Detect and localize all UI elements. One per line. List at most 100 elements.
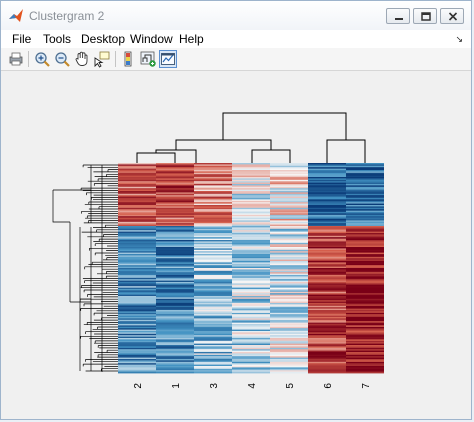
heatmap-cell bbox=[232, 356, 270, 358]
pan-button[interactable] bbox=[73, 50, 91, 68]
heatmap-cell bbox=[194, 192, 232, 195]
heatmap-cell bbox=[346, 189, 384, 192]
heatmap-cell bbox=[308, 168, 346, 171]
insert-dendrogram-icon bbox=[140, 51, 156, 67]
heatmap-cell bbox=[270, 356, 308, 358]
heatmap-cell bbox=[270, 202, 308, 204]
heatmap-cell bbox=[118, 184, 156, 186]
heatmap-cell bbox=[232, 244, 270, 246]
heatmap-cell bbox=[232, 335, 270, 337]
heatmap-cell bbox=[270, 305, 308, 308]
heatmap-cell bbox=[194, 188, 232, 190]
heatmap-cell bbox=[194, 200, 232, 203]
zoom-in-button[interactable] bbox=[33, 50, 51, 68]
heatmap-cell bbox=[270, 367, 308, 370]
dock-arrow-icon[interactable]: ↘ bbox=[455, 34, 463, 44]
heatmap-cell bbox=[232, 332, 270, 335]
heatmap-cell bbox=[194, 280, 232, 283]
heatmap-cell bbox=[308, 277, 346, 280]
menu-file[interactable]: File bbox=[12, 32, 32, 46]
colorbar-button[interactable] bbox=[119, 50, 137, 68]
maximize-button[interactable] bbox=[413, 8, 437, 24]
heatmap-cell bbox=[232, 238, 270, 241]
heatmap-cell bbox=[308, 333, 346, 336]
heatmap-cell bbox=[194, 339, 232, 342]
heatmap-cell bbox=[118, 303, 156, 305]
plot-tools-button[interactable] bbox=[159, 50, 177, 68]
heatmap-cell bbox=[156, 332, 194, 335]
heatmap-cell bbox=[194, 265, 232, 267]
close-button[interactable] bbox=[440, 8, 464, 24]
heatmap-cell bbox=[346, 353, 384, 356]
heatmap-cell bbox=[308, 276, 346, 279]
heatmap-cell bbox=[270, 165, 308, 168]
heatmap-cell bbox=[232, 189, 270, 192]
heatmap-cell bbox=[232, 233, 270, 235]
heatmap-cell bbox=[194, 191, 232, 193]
heatmap-cell bbox=[118, 352, 156, 354]
heatmap-cell bbox=[118, 283, 156, 286]
heatmap-cell bbox=[232, 235, 270, 238]
heatmap-cell bbox=[346, 198, 384, 200]
heatmap-cell bbox=[118, 366, 156, 368]
heatmap-cell bbox=[232, 249, 270, 252]
heatmap-cell bbox=[346, 227, 384, 230]
heatmap-cell bbox=[232, 305, 270, 308]
heatmap-cell bbox=[156, 269, 194, 272]
heatmap-cell bbox=[232, 269, 270, 272]
heatmap-cell bbox=[156, 291, 194, 294]
title-bar[interactable]: Clustergram 2 bbox=[1, 1, 471, 31]
heatmap-cell bbox=[118, 191, 156, 193]
heatmap-cell bbox=[194, 325, 232, 328]
heatmap-cell bbox=[194, 164, 232, 167]
heatmap-cell bbox=[308, 273, 346, 276]
heatmap-cell bbox=[118, 234, 156, 237]
heatmap-cell bbox=[346, 317, 384, 319]
heatmap-cell bbox=[232, 240, 270, 242]
heatmap-cell bbox=[346, 314, 384, 316]
heatmap-cell bbox=[156, 248, 194, 251]
heatmap-cell bbox=[346, 308, 384, 311]
heatmap-cell bbox=[270, 317, 308, 319]
heatmap-cell bbox=[194, 324, 232, 326]
heatmap-cell bbox=[156, 193, 194, 196]
heatmap-cell bbox=[156, 303, 194, 305]
menu-desktop[interactable]: Desktop bbox=[81, 32, 126, 46]
menu-tools[interactable]: Tools bbox=[43, 32, 72, 46]
menu-window[interactable]: Window bbox=[130, 32, 173, 46]
zoom-out-button[interactable] bbox=[53, 50, 71, 68]
heatmap-cell bbox=[308, 203, 346, 206]
heatmap-cell bbox=[118, 223, 156, 225]
print-button[interactable] bbox=[7, 50, 25, 68]
heatmap-cell bbox=[194, 366, 232, 368]
heatmap-cell bbox=[232, 308, 270, 311]
heatmap-cell bbox=[346, 167, 384, 169]
zoom-out-icon bbox=[55, 52, 70, 67]
heatmap-cell bbox=[346, 244, 384, 246]
heatmap-cell bbox=[232, 321, 270, 323]
heatmap-cell bbox=[270, 207, 308, 210]
heatmap-cell bbox=[194, 262, 232, 265]
heatmap-cell bbox=[308, 297, 346, 300]
heatmap-cell bbox=[308, 214, 346, 217]
heatmap-cell bbox=[270, 280, 308, 283]
heatmap-cell bbox=[308, 324, 346, 326]
heatmap-cell bbox=[346, 331, 384, 333]
heatmap-cell bbox=[232, 202, 270, 204]
heatmap-cell bbox=[270, 357, 308, 360]
heatmap-cell bbox=[156, 251, 194, 253]
menu-help[interactable]: Help bbox=[179, 32, 204, 46]
heatmap-cell bbox=[308, 254, 346, 256]
heatmap-cell bbox=[194, 175, 232, 178]
heatmap-cell bbox=[270, 224, 308, 227]
heatmap-cell bbox=[194, 263, 232, 266]
minimize-button[interactable] bbox=[386, 8, 410, 24]
data-cursor-button[interactable] bbox=[93, 50, 111, 68]
heatmap-cell bbox=[156, 328, 194, 330]
heatmap-cell bbox=[308, 305, 346, 308]
heatmap-cell bbox=[118, 307, 156, 309]
dendrogram-button[interactable] bbox=[139, 50, 157, 68]
heatmap-cell bbox=[156, 262, 194, 265]
heatmap-cell bbox=[308, 240, 346, 242]
heatmap-cell bbox=[346, 206, 384, 209]
